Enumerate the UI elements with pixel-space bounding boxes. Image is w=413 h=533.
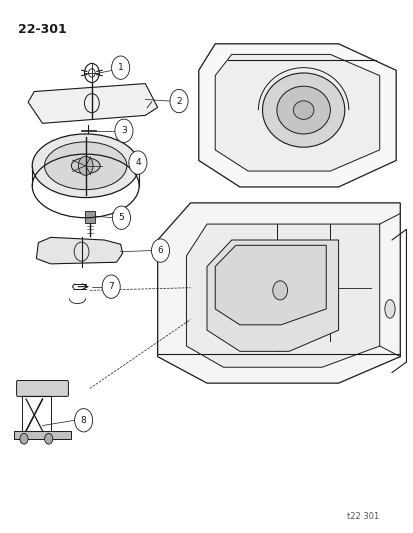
Text: t22 301: t22 301 bbox=[347, 512, 378, 521]
Polygon shape bbox=[206, 240, 338, 351]
Circle shape bbox=[115, 119, 133, 142]
Text: 7: 7 bbox=[108, 282, 114, 291]
Text: 2: 2 bbox=[176, 96, 181, 106]
Polygon shape bbox=[186, 224, 379, 367]
Ellipse shape bbox=[293, 101, 313, 119]
Text: 3: 3 bbox=[121, 126, 126, 135]
FancyBboxPatch shape bbox=[85, 212, 95, 223]
Circle shape bbox=[112, 206, 130, 229]
Text: 6: 6 bbox=[157, 246, 163, 255]
Ellipse shape bbox=[262, 73, 344, 147]
Text: 22-301: 22-301 bbox=[18, 22, 66, 36]
Text: 8: 8 bbox=[81, 416, 86, 425]
Ellipse shape bbox=[45, 142, 126, 190]
Circle shape bbox=[74, 409, 93, 432]
Polygon shape bbox=[215, 54, 379, 171]
Circle shape bbox=[112, 56, 129, 79]
Circle shape bbox=[45, 433, 53, 444]
Circle shape bbox=[128, 151, 147, 174]
Ellipse shape bbox=[384, 300, 394, 318]
Polygon shape bbox=[28, 84, 157, 123]
Circle shape bbox=[170, 90, 188, 113]
Ellipse shape bbox=[276, 86, 330, 134]
FancyBboxPatch shape bbox=[17, 381, 68, 397]
Text: 4: 4 bbox=[135, 158, 140, 167]
Text: 5: 5 bbox=[118, 213, 124, 222]
Circle shape bbox=[78, 156, 93, 175]
Polygon shape bbox=[157, 203, 399, 383]
Circle shape bbox=[272, 281, 287, 300]
Circle shape bbox=[20, 433, 28, 444]
Polygon shape bbox=[36, 237, 122, 264]
FancyBboxPatch shape bbox=[14, 431, 71, 439]
Polygon shape bbox=[198, 44, 395, 187]
Ellipse shape bbox=[32, 134, 139, 198]
Polygon shape bbox=[215, 245, 325, 325]
Circle shape bbox=[102, 275, 120, 298]
Circle shape bbox=[151, 239, 169, 262]
Text: 1: 1 bbox=[117, 63, 123, 72]
Ellipse shape bbox=[71, 158, 100, 174]
